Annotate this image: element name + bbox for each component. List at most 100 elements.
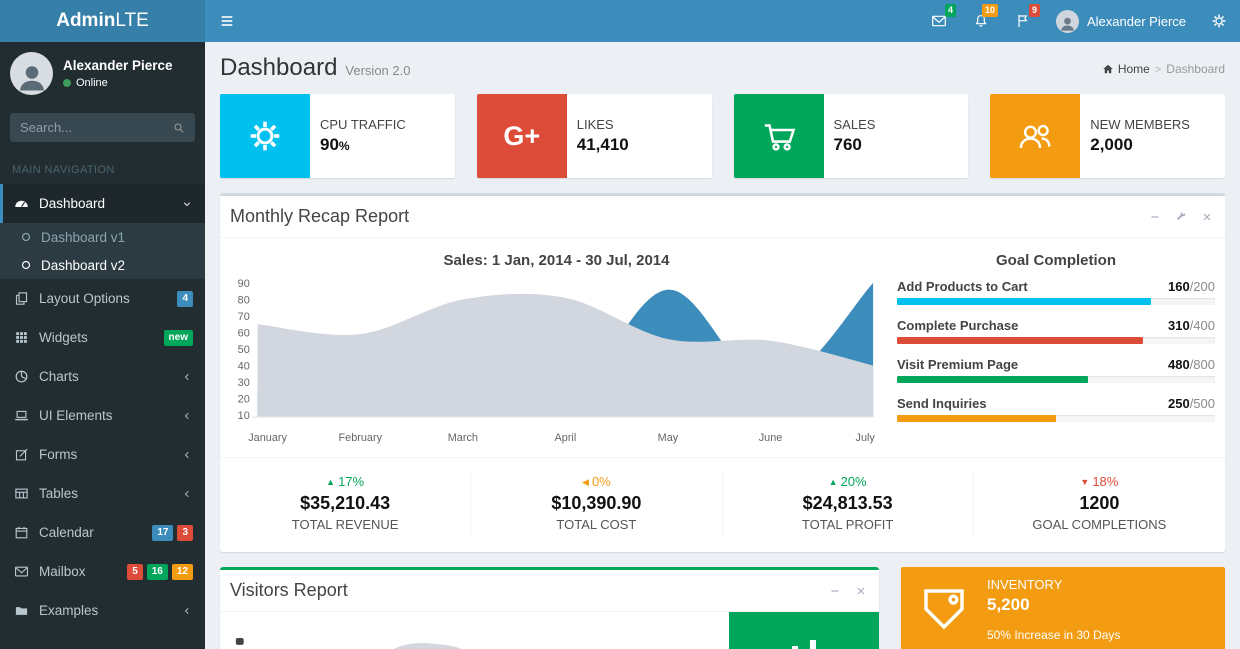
brand-bold: Admin [56, 10, 116, 31]
widgets-badge: new [163, 329, 193, 346]
sidebar-item-charts[interactable]: Charts [0, 357, 205, 396]
sidebar-item-tables[interactable]: Tables [0, 474, 205, 513]
search-button[interactable] [163, 113, 195, 142]
sidebar-item-ui-elements[interactable]: UI Elements [0, 396, 205, 435]
sidebar-item-layout-options[interactable]: Layout Options 4 [0, 279, 205, 318]
world-map-graphic [235, 638, 462, 649]
info-box-row: CPU TRAFFIC 90% G+ LIKES 41,410 SALES 76… [220, 94, 1225, 178]
info-box-label: CPU TRAFFIC [320, 117, 406, 132]
sidebar-item-mailbox[interactable]: Mailbox 5 16 12 [0, 552, 205, 591]
goal-visit-premium: Visit Premium Page 480/800 [897, 357, 1215, 383]
sales-chart-title: Sales: 1 Jan, 2014 - 30 Jul, 2014 [443, 252, 670, 269]
sales-area-chart: 10 20 30 40 50 60 70 80 90 January February March Ap… [238, 278, 876, 444]
breadcrumb-home-link[interactable]: Home [1102, 62, 1150, 76]
user-menu[interactable]: Alexander Pierce [1044, 0, 1198, 42]
person-icon [14, 59, 50, 95]
inventory-description: 50% Increase in 30 Days [987, 627, 1121, 642]
search-icon [173, 122, 185, 134]
close-button[interactable] [1199, 209, 1215, 225]
breadcrumb: Home Dashboard [1102, 62, 1225, 76]
minus-icon [1149, 211, 1161, 223]
dashboard-icon [12, 196, 30, 211]
inventory-value: 5,200 [987, 594, 1030, 614]
breadcrumb-separator [1155, 62, 1161, 76]
laptop-icon [12, 408, 30, 423]
files-icon [12, 291, 30, 306]
breadcrumb-current: Dashboard [1166, 62, 1225, 76]
sidebar-item-forms[interactable]: Forms [0, 435, 205, 474]
search-input[interactable] [10, 113, 163, 142]
box-tools [1147, 209, 1215, 225]
info-box-value: 41,410 [576, 135, 629, 154]
sidebar-item-examples[interactable]: Examples [0, 591, 205, 630]
progress-bar [897, 415, 1215, 422]
sidebar-avatar [10, 52, 53, 95]
chevron-left-icon [181, 605, 193, 617]
svg-text:February: February [338, 432, 382, 444]
sidebar-user-panel: Alexander Pierce Online [0, 42, 205, 105]
users-icon [990, 94, 1081, 178]
brand-logo[interactable]: Admin LTE [0, 0, 205, 42]
collapse-button[interactable] [827, 583, 843, 599]
sidebar-item-dashboard[interactable]: Dashboard [0, 184, 205, 223]
monthly-recap-header: Monthly Recap Report [220, 196, 1225, 238]
user-name: Alexander Pierce [1087, 13, 1186, 29]
visitors-report-box: Visitors Report [220, 567, 879, 649]
main-sidebar: Alexander Pierce Online MAIN NAVIGATION … [0, 42, 205, 649]
sidebar-item-calendar[interactable]: Calendar 17 3 [0, 513, 205, 552]
online-status-dot [63, 79, 71, 87]
info-box-label: LIKES [576, 117, 614, 132]
wrench-icon [1175, 211, 1187, 223]
gears-icon [1211, 13, 1227, 29]
visitors-report-header: Visitors Report [220, 570, 879, 612]
control-sidebar-toggle[interactable] [1198, 0, 1240, 42]
world-map[interactable] [220, 612, 729, 649]
sidebar-user-name: Alexander Pierce [63, 58, 173, 73]
calendar-badge-1: 17 [152, 524, 174, 541]
visitors-side-panel [729, 612, 879, 649]
cart-icon [733, 94, 824, 178]
close-button[interactable] [853, 583, 869, 599]
table-icon [12, 486, 30, 501]
folder-icon [12, 603, 30, 618]
sidebar-item-dashboard-v2[interactable]: Dashboard v2 [0, 251, 205, 279]
visitors-report-body [220, 612, 879, 649]
caret-down-icon: ▼ [1080, 477, 1090, 487]
layout-options-badge: 4 [177, 290, 193, 307]
info-box-likes: G+ LIKES 41,410 [476, 94, 712, 178]
info-box-value: 2,000 [1090, 135, 1133, 154]
navbar-main: 4 10 9 Alexander Pierce [205, 0, 1240, 42]
svg-text:July: July [856, 432, 876, 444]
caret-left-icon: ◀ [582, 477, 589, 487]
tasks-menu[interactable]: 9 [1002, 0, 1044, 42]
progress-bar [897, 298, 1215, 305]
tag-icon [901, 567, 987, 649]
edit-icon [12, 447, 30, 462]
notifications-menu[interactable]: 10 [960, 0, 1002, 42]
bar-chart-icon [792, 640, 816, 649]
messages-badge: 4 [944, 4, 956, 17]
settings-button[interactable] [1173, 209, 1189, 225]
caret-up-icon: ▲ [828, 477, 838, 487]
goal-complete-purchase: Complete Purchase 310/400 [897, 318, 1215, 344]
svg-text:20: 20 [238, 393, 250, 405]
sidebar-section-label: MAIN NAVIGATION [12, 164, 115, 176]
monthly-recap-body: Sales: 1 Jan, 2014 - 30 Jul, 2014 10 20 30… [220, 238, 1225, 457]
info-box-sales: SALES 760 [733, 94, 969, 178]
th-grid-icon [12, 330, 30, 345]
messages-menu[interactable]: 4 [918, 0, 960, 42]
content-area: Dashboard Version 2.0 Home Dashboard CPU… [205, 42, 1240, 649]
chevron-left-icon [181, 371, 193, 383]
navbar-right-menu: 4 10 9 Alexander Pierce [918, 0, 1240, 42]
sidebar-item-widgets[interactable]: Widgets new [0, 318, 205, 357]
mailbox-badge-1: 5 [127, 563, 143, 580]
collapse-button[interactable] [1147, 209, 1163, 225]
sidebar-item-dashboard-v1[interactable]: Dashboard v1 [0, 223, 205, 251]
sales-chart-column: Sales: 1 Jan, 2014 - 30 Jul, 2014 10 20 30… [230, 248, 883, 447]
sidebar-toggle-button[interactable] [205, 0, 249, 42]
envelope-icon [12, 564, 30, 579]
svg-text:40: 40 [238, 360, 250, 372]
sidebar-user-status[interactable]: Online [63, 77, 173, 89]
goal-send-inquiries: Send Inquiries 250/500 [897, 396, 1215, 422]
